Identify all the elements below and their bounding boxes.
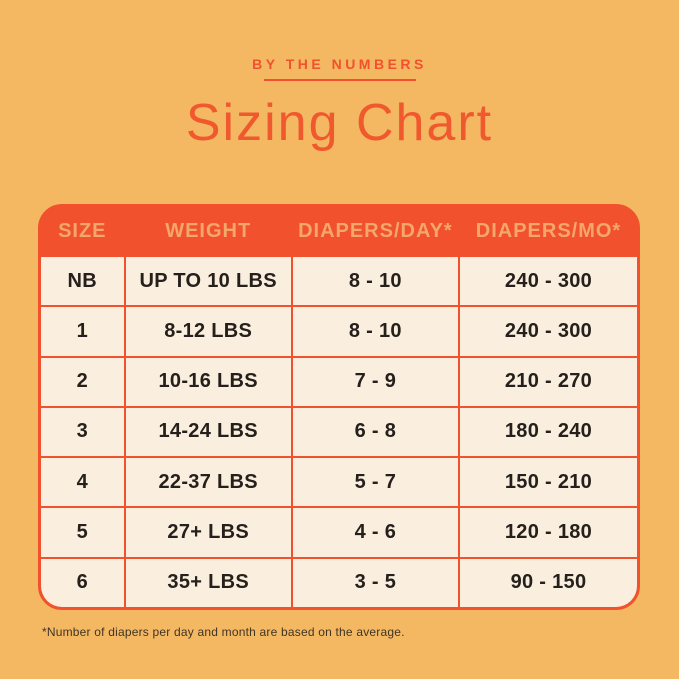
column-header-diapers-mo: DIAPERS/MO*: [459, 207, 637, 255]
cell-weight: 22-37 LBS: [125, 458, 291, 507]
cell-diapers-mo: 180 - 240: [459, 407, 637, 457]
cell-diapers-mo: 150 - 210: [459, 458, 637, 507]
cell-diapers-mo: 240 - 300: [459, 307, 637, 356]
cell-diapers-day: 3 - 5: [292, 558, 458, 607]
cell-weight: 10-16 LBS: [125, 357, 291, 406]
eyebrow-label: BY THE NUMBERS: [252, 56, 427, 72]
cell-size: 5: [41, 508, 124, 557]
cell-diapers-day: 5 - 7: [292, 458, 458, 507]
cell-size: 1: [41, 307, 124, 356]
cell-size: 3: [41, 407, 124, 457]
cell-weight: 14-24 LBS: [125, 407, 291, 457]
cell-weight: 27+ LBS: [125, 508, 291, 557]
cell-diapers-mo: 210 - 270: [459, 357, 637, 406]
cell-diapers-mo: 90 - 150: [459, 558, 637, 607]
eyebrow-underline: [263, 79, 416, 81]
column-header-size: SIZE: [41, 207, 124, 255]
cell-size: 2: [41, 357, 124, 406]
cell-weight: 8-12 LBS: [125, 307, 291, 356]
cell-size: 4: [41, 458, 124, 507]
cell-diapers-day: 8 - 10: [292, 307, 458, 356]
page-title: Sizing Chart: [185, 94, 494, 152]
cell-weight: UP TO 10 LBS: [125, 257, 291, 306]
cell-diapers-day: 8 - 10: [292, 257, 458, 306]
column-header-diapers-day: DIAPERS/DAY*: [292, 207, 458, 255]
column-header-weight: WEIGHT: [125, 207, 291, 255]
cell-diapers-mo: 120 - 180: [459, 508, 637, 557]
cell-diapers-day: 7 - 9: [292, 357, 458, 406]
sizing-table: SIZE WEIGHT DIAPERS/DAY* DIAPERS/MO* NB …: [38, 204, 640, 610]
cell-weight: 35+ LBS: [125, 558, 291, 607]
cell-diapers-day: 4 - 6: [292, 508, 458, 557]
cell-diapers-day: 6 - 8: [292, 407, 458, 457]
cell-diapers-mo: 240 - 300: [459, 257, 637, 306]
cell-size: NB: [41, 257, 124, 306]
cell-size: 6: [41, 558, 124, 607]
footnote: *Number of diapers per day and month are…: [42, 625, 405, 639]
